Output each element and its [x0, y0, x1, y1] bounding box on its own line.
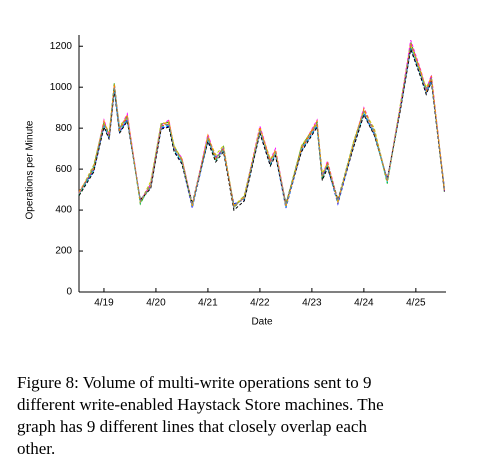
y-tick-label: 1200: [50, 41, 73, 52]
series-line: [78, 45, 445, 209]
series-line: [78, 46, 445, 209]
x-tick-label: 4/21: [198, 298, 218, 309]
y-tick-label: 600: [55, 164, 72, 175]
chart: Operations per Minute Date 0 200 400 600 800…: [25, 35, 446, 328]
x-tick-label: 4/23: [302, 298, 322, 309]
y-tick-label: 0: [66, 287, 72, 298]
series-line: [78, 41, 445, 210]
y-tick-label: 1000: [50, 82, 73, 93]
x-tick-label: 4/24: [354, 298, 374, 309]
y-tick-label: 800: [55, 123, 72, 134]
x-tick-label: 4/20: [146, 298, 166, 309]
series-line: [78, 39, 445, 209]
x-tick-label: 4/25: [406, 298, 426, 309]
series-line: [78, 45, 445, 208]
y-tick-label: 200: [55, 246, 72, 257]
series-line: [78, 44, 445, 208]
y-tick-label: 400: [55, 205, 72, 216]
y-axis-label: Operations per Minute: [25, 120, 36, 219]
x-tick-label: 4/19: [94, 298, 114, 309]
caption: Figure 8: Volume of multi-write operatio…: [17, 372, 477, 460]
series-line: [78, 41, 445, 207]
caption-line: graph has 9 different lines that closely…: [17, 417, 367, 436]
caption-line: different write-enabled Haystack Store m…: [17, 395, 384, 414]
caption-line: other.: [17, 439, 56, 458]
series-line: [78, 44, 445, 207]
x-tick-label: 4/22: [250, 298, 270, 309]
caption-line: Figure 8: Volume of multi-write operatio…: [17, 373, 372, 392]
series-line: [78, 47, 445, 212]
x-axis-label: Date: [251, 317, 273, 328]
